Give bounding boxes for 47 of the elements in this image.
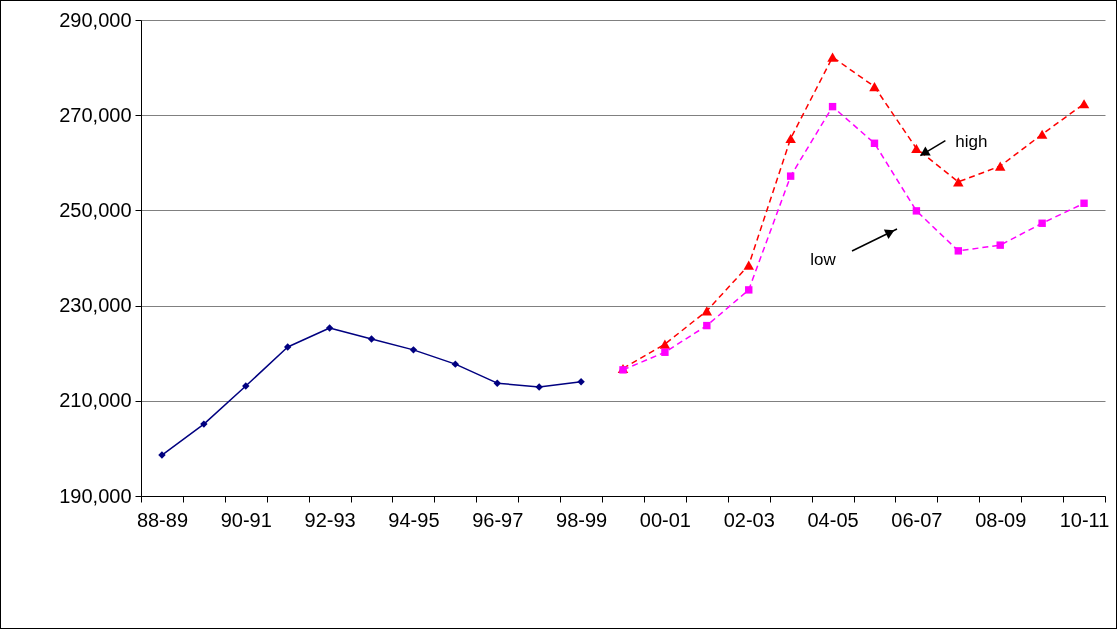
x-tick-label: 90-91 xyxy=(220,508,272,531)
point xyxy=(996,241,1004,249)
x-tick-label: 92-93 xyxy=(304,508,356,531)
x-tick-label: 94-95 xyxy=(388,508,440,531)
point xyxy=(283,343,292,351)
point xyxy=(577,378,585,386)
point xyxy=(1080,199,1088,207)
point xyxy=(1036,129,1048,139)
point xyxy=(661,348,669,356)
y-tick-label: 290,000 xyxy=(59,8,132,31)
point xyxy=(869,82,880,92)
point xyxy=(786,172,795,180)
x-tick-label: 10-11 xyxy=(1059,508,1110,531)
x-tick-label: 06-07 xyxy=(891,508,943,531)
y-tick-label: 270,000 xyxy=(59,103,132,126)
x-tick-label: 04-05 xyxy=(807,508,859,531)
y-tick-label: 250,000 xyxy=(59,198,132,221)
point xyxy=(827,52,838,62)
annotation: high xyxy=(955,131,988,151)
point xyxy=(743,260,754,270)
point xyxy=(367,335,376,343)
x-tick-label: 02-03 xyxy=(723,508,775,531)
point xyxy=(745,286,753,294)
point xyxy=(493,379,501,387)
point xyxy=(954,247,963,255)
point xyxy=(785,133,796,144)
x-tick-label: 00-01 xyxy=(639,508,691,531)
point xyxy=(451,360,460,368)
annotation: low xyxy=(810,250,837,269)
point xyxy=(953,177,964,187)
x-tick-label: 88-89 xyxy=(136,508,189,531)
point xyxy=(659,339,671,349)
point xyxy=(703,321,711,330)
y-tick-label: 230,000 xyxy=(59,294,132,317)
point xyxy=(409,346,418,354)
point xyxy=(1078,99,1090,109)
point xyxy=(325,324,334,332)
point xyxy=(701,306,713,316)
point xyxy=(911,143,922,154)
point xyxy=(1038,219,1046,227)
y-tick-label: 190,000 xyxy=(59,484,132,507)
point xyxy=(912,207,921,215)
x-tick-label: 96-97 xyxy=(472,508,524,531)
point xyxy=(994,161,1006,171)
y-tick-label: 210,000 xyxy=(59,389,132,412)
x-tick-label: 98-99 xyxy=(556,508,608,531)
x-tick-label: 08-09 xyxy=(975,508,1027,531)
